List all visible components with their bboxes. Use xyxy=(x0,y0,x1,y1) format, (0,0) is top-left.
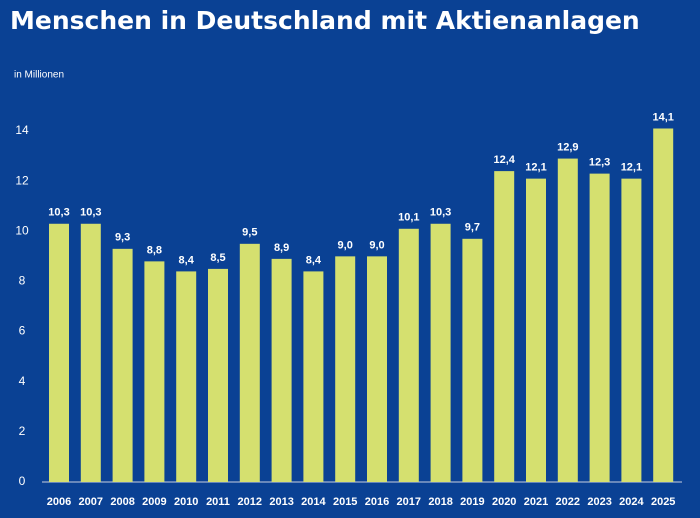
value-label: 14,1 xyxy=(652,111,673,123)
x-tick-label: 2018 xyxy=(428,496,452,508)
x-tick-label: 2019 xyxy=(460,496,484,508)
bar xyxy=(621,178,642,482)
bar xyxy=(494,171,515,482)
value-label: 8,4 xyxy=(306,254,322,266)
x-tick-label: 2020 xyxy=(492,496,516,508)
bar xyxy=(589,173,610,482)
value-label: 9,3 xyxy=(115,232,130,244)
value-label: 12,4 xyxy=(493,154,515,166)
value-label: 12,1 xyxy=(621,162,642,174)
bar xyxy=(144,261,165,482)
x-tick-label: 2022 xyxy=(556,496,580,508)
value-label: 10,3 xyxy=(48,207,69,219)
value-label: 8,4 xyxy=(179,254,195,266)
bar xyxy=(462,238,483,482)
bar xyxy=(208,268,228,482)
y-tick-label: 0 xyxy=(19,474,26,488)
x-tick-label: 2013 xyxy=(269,496,293,508)
x-tick-label: 2008 xyxy=(110,496,134,508)
value-label: 8,9 xyxy=(274,242,289,254)
x-tick-label: 2021 xyxy=(524,496,548,508)
y-tick-label: 6 xyxy=(19,324,26,338)
value-label: 12,3 xyxy=(589,157,610,169)
bar xyxy=(112,248,133,482)
y-tick-label: 14 xyxy=(15,123,29,137)
y-tick-label: 8 xyxy=(19,274,26,288)
value-label: 10,3 xyxy=(80,207,101,219)
bar xyxy=(80,223,101,482)
bar xyxy=(367,256,387,482)
x-tick-label: 2009 xyxy=(142,496,166,508)
bar xyxy=(335,256,356,482)
y-tick-label: 10 xyxy=(15,223,29,237)
value-label: 9,5 xyxy=(242,227,257,239)
value-label: 10,1 xyxy=(398,212,419,224)
y-tick-label: 12 xyxy=(15,173,29,187)
bar xyxy=(303,271,324,482)
chart-title: Menschen in Deutschland mit Aktienanlage… xyxy=(10,6,640,35)
bar xyxy=(176,271,197,482)
bar xyxy=(271,258,292,482)
x-tick-label: 2014 xyxy=(301,496,326,508)
bar xyxy=(526,178,546,482)
value-label: 12,9 xyxy=(557,141,578,153)
x-tick-label: 2012 xyxy=(238,496,262,508)
x-tick-label: 2025 xyxy=(651,496,675,508)
x-tick-label: 2024 xyxy=(619,496,644,508)
value-label: 12,1 xyxy=(525,162,546,174)
value-label: 8,8 xyxy=(147,244,162,256)
bar xyxy=(653,128,674,482)
y-tick-label: 4 xyxy=(19,374,26,388)
x-tick-label: 2011 xyxy=(206,496,230,508)
value-label: 10,3 xyxy=(430,207,451,219)
x-tick-label: 2015 xyxy=(333,496,357,508)
bar xyxy=(239,243,260,482)
value-label: 9,0 xyxy=(369,239,384,251)
x-tick-label: 2017 xyxy=(397,496,421,508)
x-tick-label: 2016 xyxy=(365,496,389,508)
x-tick-label: 2010 xyxy=(174,496,198,508)
bar xyxy=(430,223,451,482)
y-tick-label: 2 xyxy=(19,424,26,438)
value-label: 8,5 xyxy=(210,252,225,264)
bar xyxy=(49,223,69,482)
value-label: 9,0 xyxy=(338,239,353,251)
bar xyxy=(557,158,578,483)
y-axis-label: in Millionen xyxy=(14,70,64,81)
x-tick-label: 2006 xyxy=(47,496,71,508)
x-tick-label: 2007 xyxy=(79,496,103,508)
value-label: 9,7 xyxy=(465,222,480,234)
bar xyxy=(398,228,419,482)
x-tick-label: 2023 xyxy=(587,496,611,508)
